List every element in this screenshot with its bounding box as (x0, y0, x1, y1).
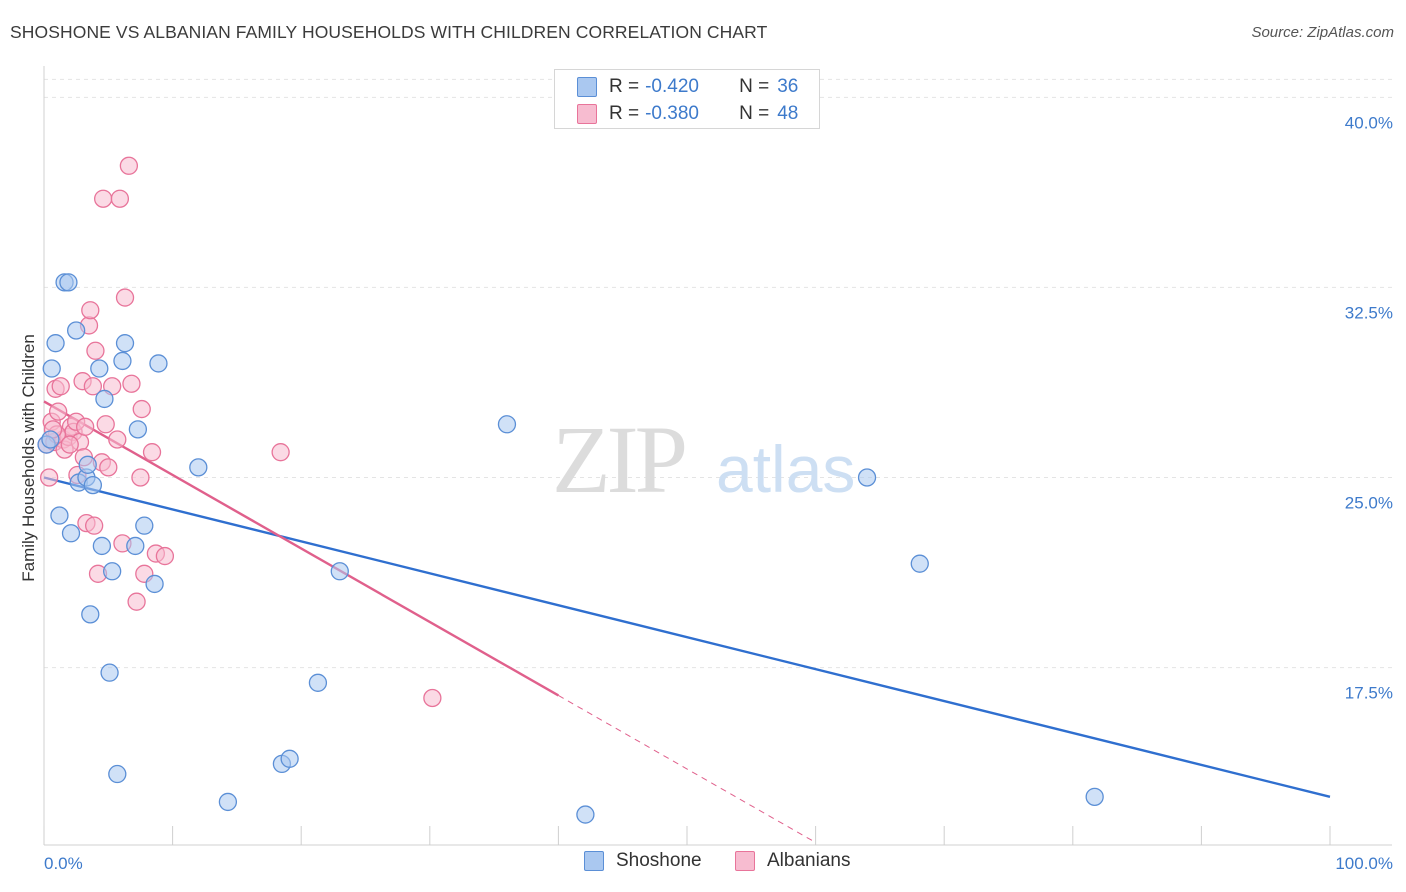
shoshone-point (41, 430, 60, 449)
shoshone-point (113, 351, 132, 371)
shoshone-point (95, 389, 114, 409)
albanians-swatch (577, 104, 597, 124)
chart-title: SHOSHONE VS ALBANIAN FAMILY HOUSEHOLDS W… (10, 22, 768, 42)
legend-label-albanians: Albanians (767, 850, 851, 871)
shoshone-point (145, 574, 164, 594)
shoshone-point (108, 764, 127, 784)
shoshone-point (497, 415, 517, 434)
albanians-trend-line (558, 695, 816, 843)
legend-item-shoshone: Shoshone (584, 850, 702, 872)
legend-r-label: R = (609, 103, 640, 124)
albanians-point (86, 341, 105, 360)
albanians-swatch (735, 851, 755, 871)
watermark-zip: ZIP (552, 406, 685, 513)
shoshone-point (128, 420, 148, 439)
trend-lines (43, 400, 1331, 843)
albanians-point (127, 592, 146, 611)
watermark: ZIP atlas (552, 406, 855, 513)
shoshone-point (280, 749, 299, 768)
albanians-point (94, 189, 113, 208)
shoshone-point (218, 792, 238, 812)
shoshone-point (100, 663, 119, 682)
y-tick-label: 40.0% (1345, 113, 1393, 132)
shoshone-point (46, 334, 65, 353)
x-tick-label-min: 0.0% (44, 854, 83, 873)
albanians-trend-line (43, 400, 559, 697)
shoshone-point (115, 334, 135, 353)
albanians-point (48, 402, 68, 421)
legend-n-label: N = (739, 103, 770, 124)
shoshone-swatch (584, 851, 604, 871)
shoshone-point (576, 805, 595, 824)
shoshone-point (135, 516, 154, 535)
albanians-point (39, 468, 59, 487)
albanians-point (81, 301, 100, 320)
shoshone-points (37, 273, 1104, 824)
shoshone-point (857, 468, 877, 487)
legend-row-shoshone: R = -0.420 N = 36 (577, 75, 798, 99)
legend-n-label: N = (739, 76, 770, 97)
legend-n-value: 48 (777, 103, 799, 124)
albanians-point (271, 443, 290, 462)
albanians-point (60, 435, 79, 454)
shoshone-trend-line (43, 476, 1331, 799)
shoshone-point (910, 554, 929, 573)
albanians-point (96, 415, 115, 434)
shoshone-point (103, 562, 122, 581)
albanians-point (99, 458, 118, 477)
albanians-point (132, 399, 151, 419)
shoshone-point (67, 321, 86, 340)
albanians-point (131, 468, 150, 487)
albanians-point (142, 443, 162, 462)
albanians-point (122, 374, 141, 393)
legend-item-albanians: Albanians (735, 850, 850, 872)
y-axis-label: Family Households with Children (19, 334, 38, 582)
albanians-point (108, 430, 127, 449)
shoshone-point (50, 506, 69, 525)
shoshone-point (149, 354, 168, 373)
albanians-point (119, 156, 139, 175)
x-tick-label-max: 100.0% (1335, 854, 1393, 873)
legend-row-albanians: R = -0.380 N = 48 (577, 102, 798, 126)
bottom-legend: Shoshone Albanians (0, 850, 1406, 878)
legend-r-value: -0.380 (645, 103, 699, 124)
albanians-point (85, 516, 104, 535)
watermark-atlas: atlas (716, 432, 855, 506)
shoshone-point (90, 359, 109, 378)
albanians-point (155, 546, 175, 566)
albanians-point (76, 417, 95, 436)
legend-n-value: 36 (777, 76, 799, 97)
shoshone-point (126, 536, 145, 556)
albanians-point (110, 189, 130, 208)
shoshone-point (78, 455, 97, 474)
albanians-point (83, 377, 103, 396)
legend-r-label: R = (609, 76, 640, 97)
grid-lines (44, 78, 1392, 669)
shoshone-point (61, 524, 81, 543)
shoshone-point (42, 359, 61, 378)
y-tick-labels: 17.5% 25.0% 32.5% 40.0% (1345, 113, 1393, 702)
shoshone-point (189, 458, 208, 477)
shoshone-point (92, 536, 112, 556)
shoshone-point (83, 475, 103, 495)
y-tick-label: 17.5% (1345, 684, 1393, 703)
shoshone-point (308, 673, 328, 692)
albanians-point (423, 688, 442, 708)
source-note: Source: ZipAtlas.com (1251, 24, 1394, 41)
y-tick-label: 32.5% (1345, 303, 1393, 322)
axes (43, 66, 1392, 846)
shoshone-point (1085, 787, 1104, 806)
y-tick-label: 25.0% (1345, 494, 1393, 513)
shoshone-point (330, 562, 349, 581)
shoshone-swatch (577, 77, 597, 97)
legend-label-shoshone: Shoshone (616, 850, 702, 871)
albanians-point (115, 288, 135, 307)
shoshone-point (59, 273, 78, 292)
albanians-point (51, 377, 70, 396)
legend-r-value: -0.420 (645, 76, 699, 97)
shoshone-point (81, 605, 100, 624)
legend-box: R = -0.420 N = 36 R = -0.380 N = 48 (554, 69, 820, 129)
